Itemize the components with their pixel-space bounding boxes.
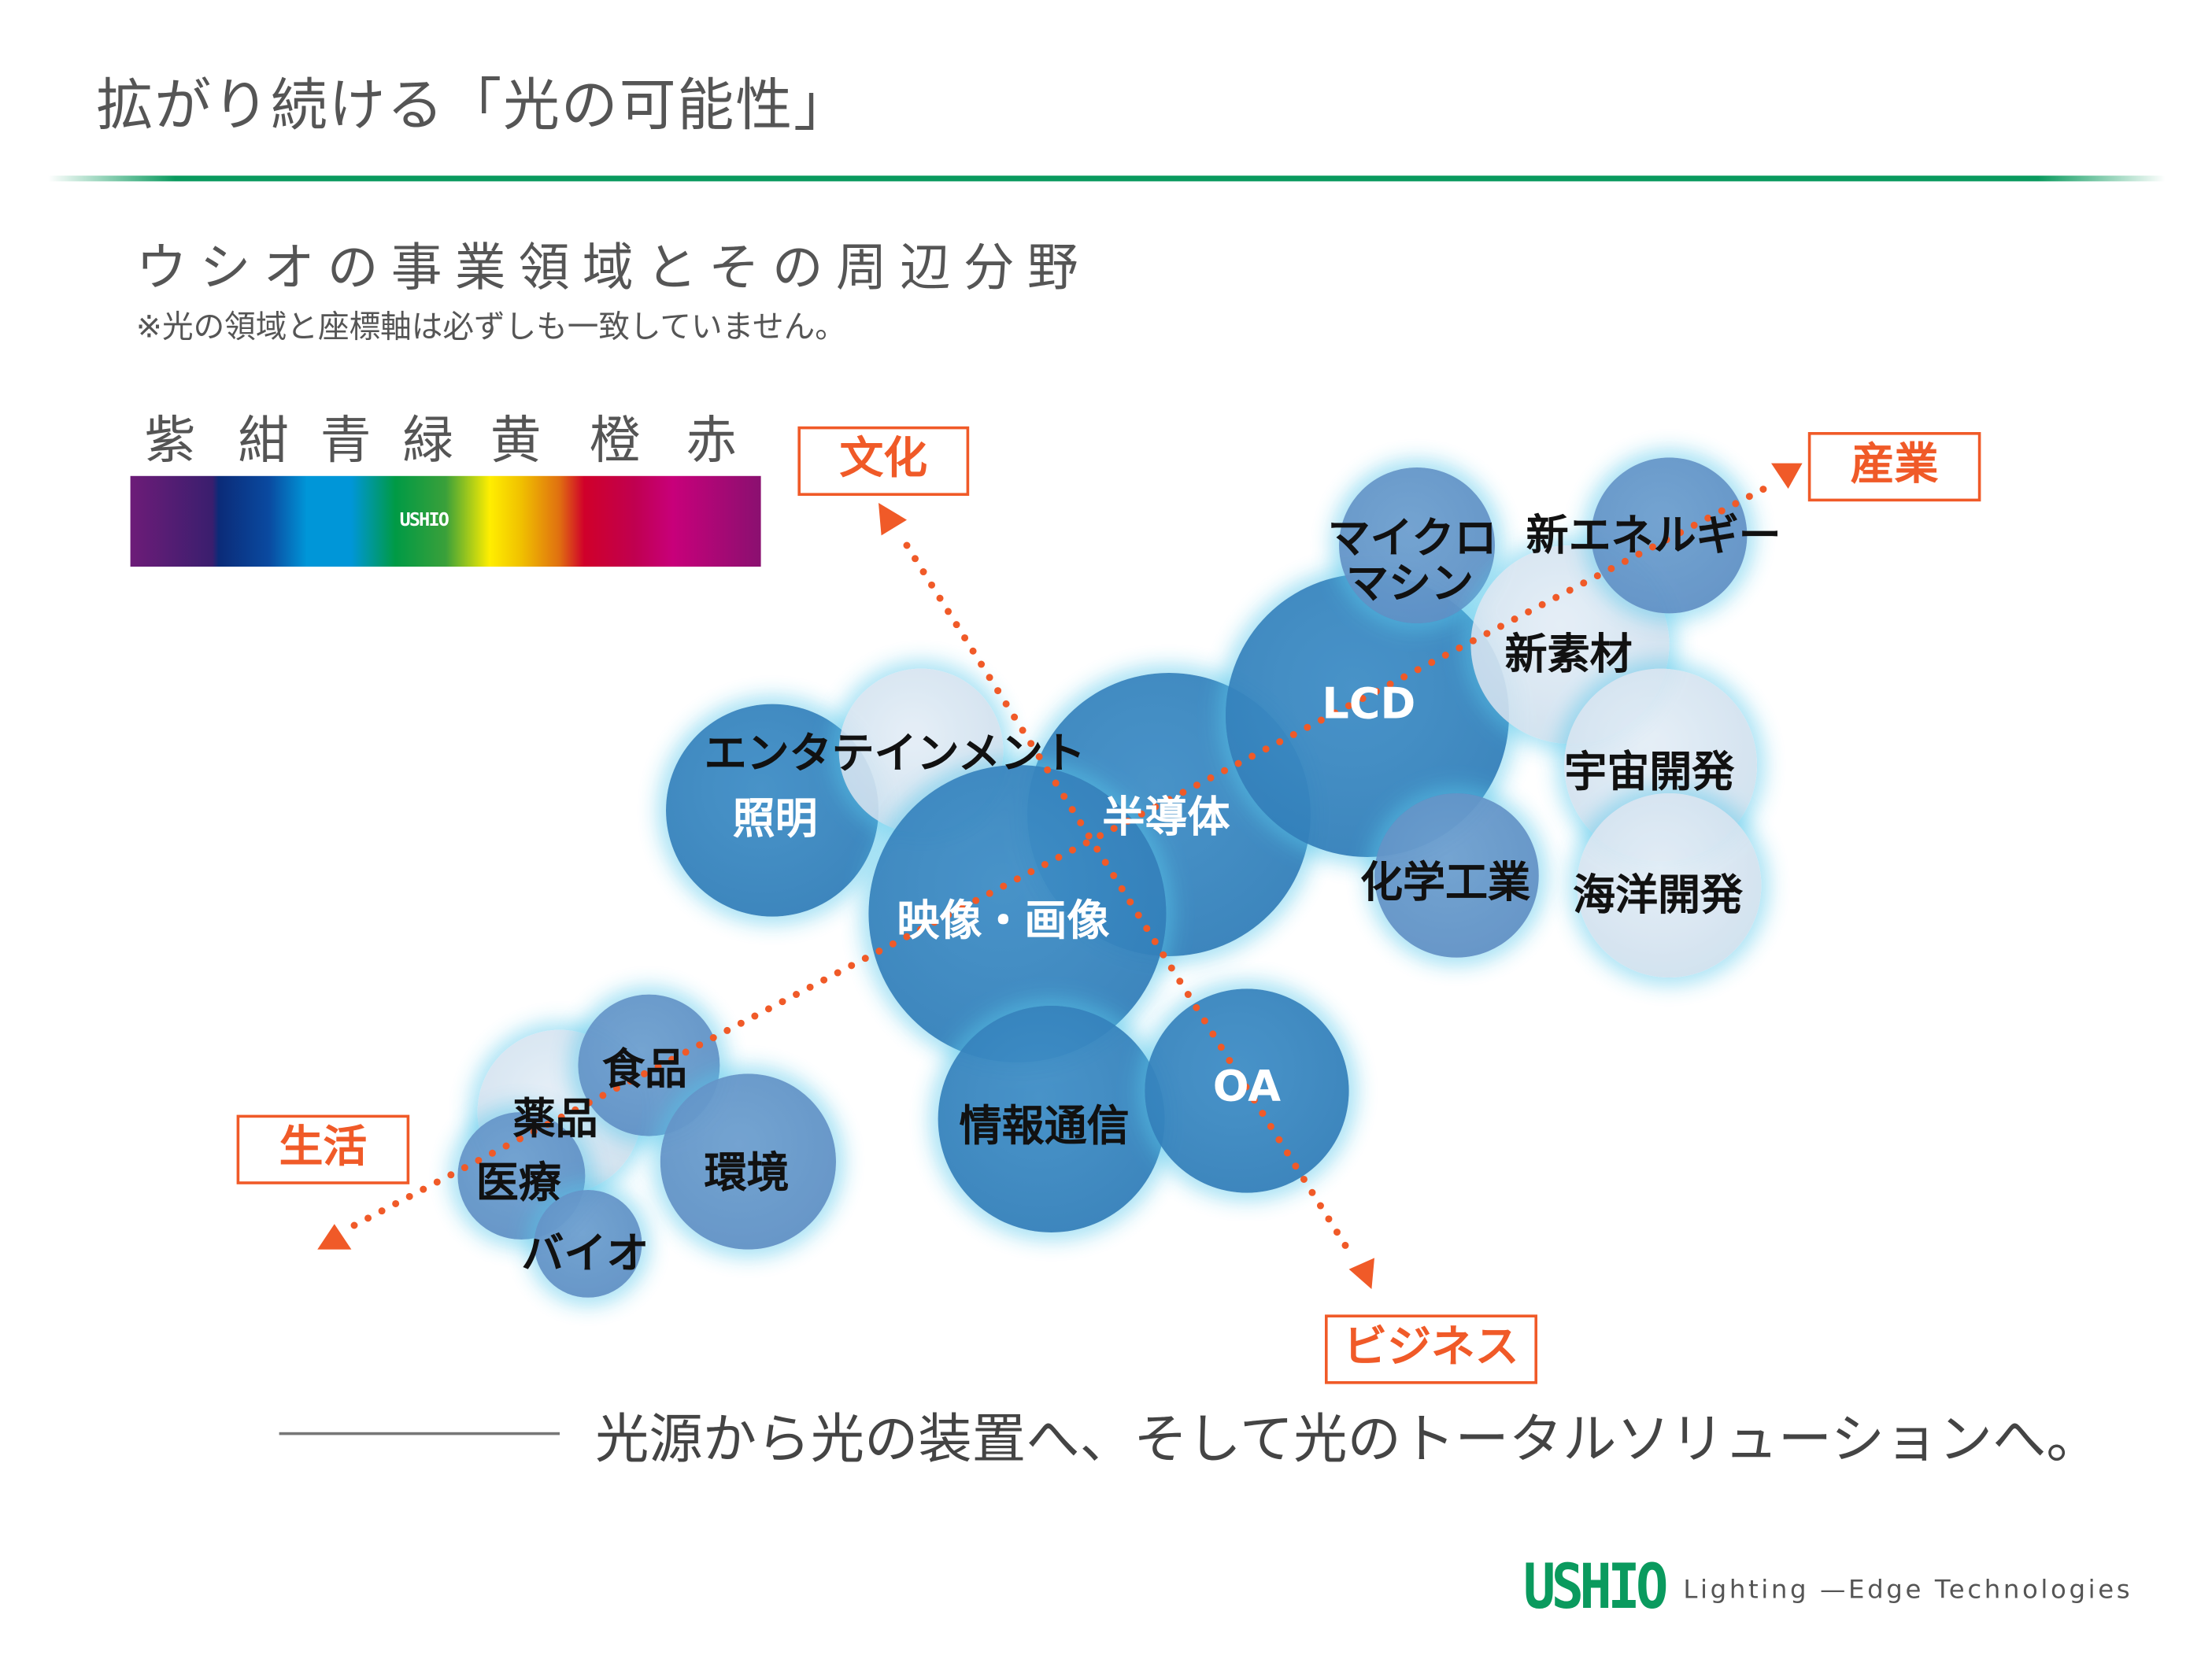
label-entertainment: エンタテインメント — [704, 730, 1086, 779]
spectrum-label: 緑 — [402, 412, 454, 471]
arrow-industry-icon — [1771, 463, 1803, 489]
bubble-ocean — [1577, 793, 1762, 977]
label-chemical: 化学工業 — [1360, 858, 1530, 908]
arrow-culture-icon — [879, 503, 907, 536]
label-new-energy: 新エネルギー — [1526, 511, 1781, 561]
axis-label-life: 生活 — [236, 1114, 410, 1184]
label-oa: OA — [1212, 1062, 1282, 1112]
spectrum-label: 青 — [320, 412, 372, 471]
label-bio: バイオ — [521, 1229, 649, 1280]
bubble-oa — [1145, 988, 1349, 1193]
arrow-business-icon — [1348, 1258, 1374, 1289]
bubble-ict — [938, 1006, 1165, 1232]
title-divider — [48, 176, 2166, 182]
spectrum-logo: USHIO — [399, 510, 449, 531]
life-industry-axis — [350, 485, 1768, 1229]
axis-label-culture: 文化 — [797, 426, 970, 496]
label-new-materials: 新素材 — [1504, 630, 1633, 680]
label-semiconductor: 半導体 — [1102, 793, 1230, 843]
bubble-new-energy — [1591, 457, 1748, 614]
label-micromachine: マイクロ — [1327, 514, 1497, 564]
spectrum-label: 赤 — [686, 412, 738, 471]
footnote: ※光の領域と座標軸は必ずしも一致していません。 — [135, 310, 846, 346]
spectrum-label: 黄 — [490, 412, 542, 471]
bubble-bio — [534, 1190, 642, 1298]
label-environment: 環境 — [704, 1148, 790, 1199]
label-lighting: 照明 — [732, 794, 818, 844]
label-micromachine: マシン — [1346, 560, 1474, 609]
ushio-logo: USHIO — [1523, 1550, 1668, 1623]
section-subtitle: ウシオの事業領域とその周辺分野 — [135, 239, 1091, 297]
label-ocean: 海洋開発 — [1573, 871, 1743, 921]
bubble-environment — [660, 1073, 836, 1250]
spectrum-label: 橙 — [589, 412, 641, 471]
label-medicine: 薬品 — [512, 1095, 598, 1145]
light-spectrum-bar: USHIO — [130, 475, 761, 567]
tagline: 光源から光の装置へ、そして光のトータルソリューションへ。 — [595, 1408, 2100, 1471]
label-lcd: LCD — [1322, 680, 1416, 730]
label-food: 食品 — [602, 1045, 687, 1096]
arrow-life-icon — [317, 1224, 352, 1250]
axis-label-business: ビジネス — [1325, 1314, 1537, 1384]
page-title: 拡がり続ける「光の可能性」 — [96, 73, 852, 139]
axis-label-industry: 産業 — [1807, 432, 1981, 502]
tagline-rule — [279, 1432, 560, 1435]
spectrum-label: 紫 — [144, 412, 196, 471]
spectrum-label: 紺 — [238, 412, 290, 471]
label-ict: 情報通信 — [959, 1102, 1130, 1152]
culture-business-axis — [903, 541, 1357, 1262]
label-imaging: 映像・画像 — [897, 896, 1110, 947]
brand-slogan: Lighting —Edge Technologies — [1683, 1575, 2133, 1605]
label-space: 宇宙開発 — [1564, 748, 1735, 798]
bubble-micromachine — [1339, 467, 1495, 623]
bubble-chemical — [1374, 793, 1539, 958]
label-medical: 医療 — [475, 1158, 561, 1209]
